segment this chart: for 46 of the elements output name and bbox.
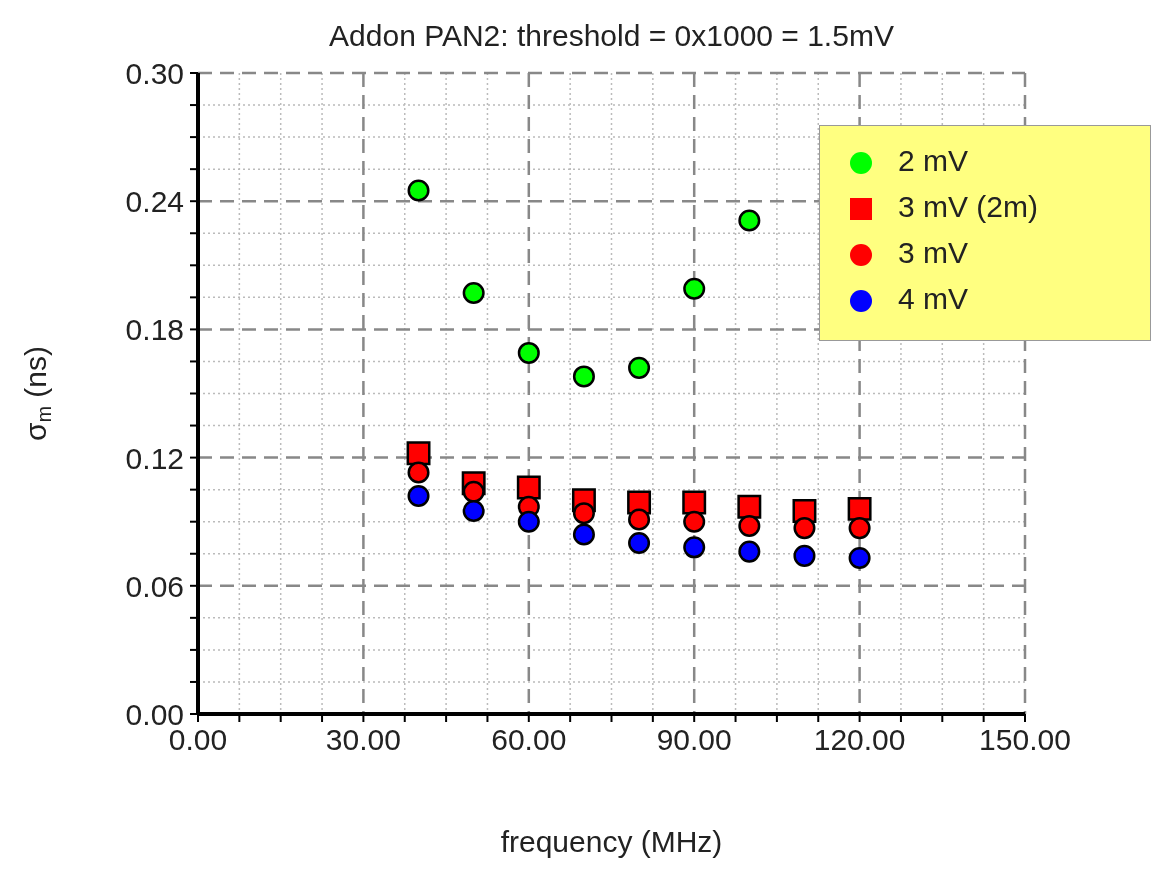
point [848,547,871,570]
point [462,282,485,305]
y-tick-label: 0.24 [125,185,184,219]
point [683,277,706,300]
x-tick-label: 60.00 [491,723,567,756]
point [848,517,871,540]
y-tick-label: 0.06 [125,569,184,603]
y-tick-label: 0.30 [125,57,184,90]
legend-label: 2 mV [898,144,969,177]
point [737,494,762,519]
point [407,179,430,202]
point [462,480,485,503]
point [462,500,485,523]
y-tick-label: 0.12 [125,441,184,475]
point [406,441,431,466]
point [738,209,761,232]
chart-title: Addon PAN2: threshold = 0x1000 = 1.5mV [329,19,894,52]
point [572,502,595,525]
point [628,532,651,555]
x-tick-label: 30.00 [325,723,401,756]
point [572,523,595,546]
x-tick-label: 120.00 [813,723,906,756]
point [683,536,706,559]
y-tick-label: 0.18 [125,313,184,347]
x-tick-label: 90.00 [656,723,732,756]
point [847,496,872,521]
point [516,475,541,500]
point [683,510,706,533]
point [793,517,816,540]
point [628,508,651,531]
point [793,544,816,567]
x-tick-label: 150.00 [979,723,1071,756]
point [517,341,540,364]
point [738,540,761,563]
point [407,461,430,484]
x-axis-title: frequency (MHz) [500,825,723,858]
point [682,490,707,515]
point [517,510,540,533]
legend-label: 3 mV [898,236,969,269]
legend-label: 4 mV [898,282,969,315]
point [628,356,651,379]
point [407,485,430,508]
point [738,514,761,537]
point [572,365,595,388]
y-tick-label: 0.00 [125,698,184,731]
legend-label: 3 mV (2m) [898,190,1039,223]
